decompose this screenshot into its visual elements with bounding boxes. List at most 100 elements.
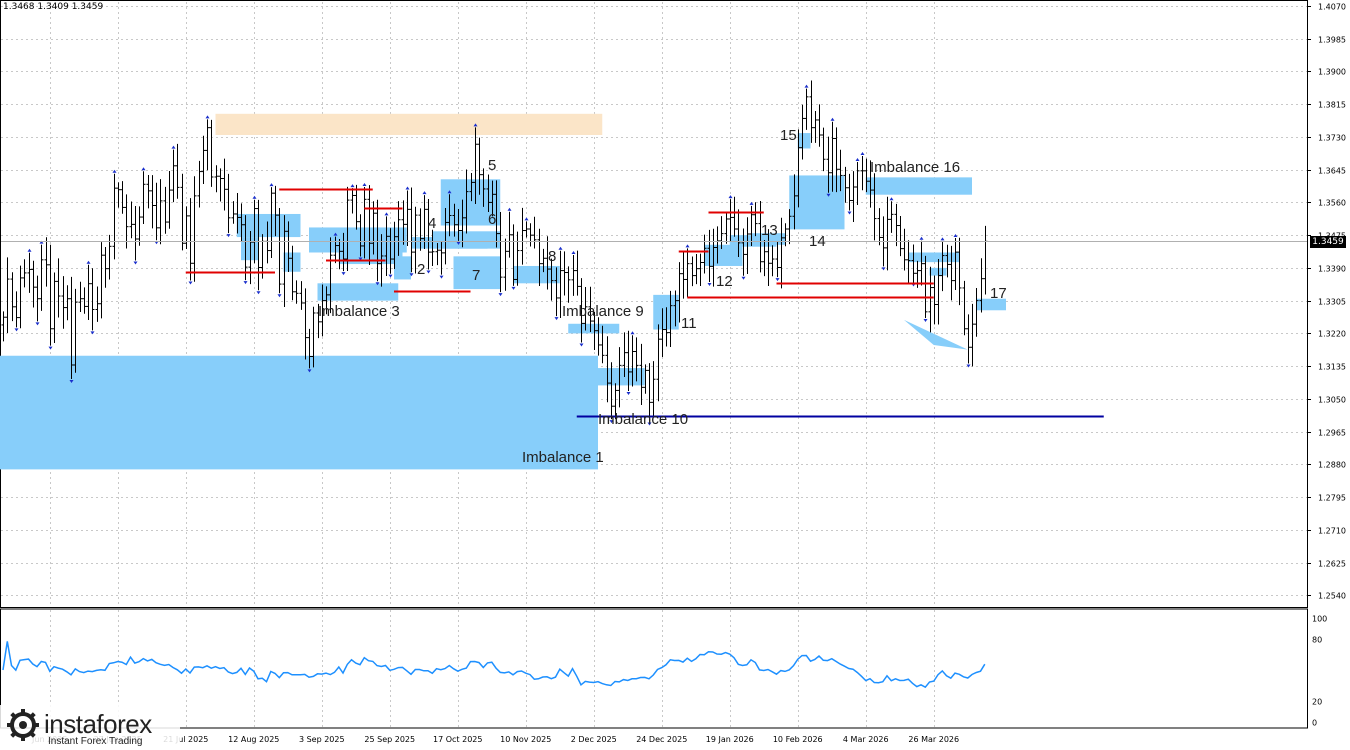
fractal-down-marker: [14, 328, 19, 332]
zone-label: 12: [716, 273, 733, 290]
fractal-up-marker: [333, 232, 338, 236]
y-tick-label: 1.3645: [1318, 167, 1346, 176]
fractal-down-marker: [881, 267, 886, 271]
y-tick-label: 1.3220: [1318, 330, 1346, 339]
fractal-down-marker: [388, 274, 393, 278]
fractal-down-marker: [341, 272, 346, 276]
fractal-up-marker: [860, 151, 865, 155]
fractal-up-marker: [350, 184, 355, 188]
zone-label: Imbalance 10: [598, 411, 688, 428]
imbalance-wedge: [904, 319, 968, 350]
fractal-up-marker: [27, 248, 32, 252]
imbalance-zone: [317, 283, 399, 301]
fractal-up-marker: [269, 183, 274, 187]
fractal-down-marker: [741, 276, 746, 280]
fractal-down-marker: [375, 282, 380, 286]
fractal-down-marker: [256, 291, 261, 295]
fractal-up-marker: [405, 186, 410, 190]
y-tick-label: 1.2540: [1318, 592, 1346, 601]
fractal-down-marker: [243, 281, 248, 285]
y-tick-label: 1.2710: [1318, 527, 1346, 536]
fractal-up-marker: [141, 167, 146, 171]
zone-label: 8: [548, 248, 556, 265]
brand-name: instaforex: [44, 709, 152, 739]
zone-label: 15: [780, 127, 797, 144]
imbalance-zone: [513, 265, 560, 284]
y-tick-label: 1.3135: [1318, 363, 1346, 372]
fractal-up-marker: [558, 246, 563, 250]
fractal-down-marker: [456, 241, 461, 245]
fractal-down-marker: [154, 241, 159, 245]
y-tick-label: 1.3815: [1318, 101, 1346, 110]
fractal-up-marker: [919, 236, 924, 240]
fractal-up-marker: [953, 234, 958, 238]
fractal-down-marker: [226, 234, 231, 238]
zone-label: Imbalance 3: [318, 303, 400, 320]
y-tick-label: 1.3050: [1318, 396, 1346, 405]
zone-label: 4: [428, 215, 436, 232]
fractal-down-marker: [511, 286, 516, 290]
imbalance-zone: [0, 355, 598, 470]
zone-label: 17: [990, 285, 1007, 302]
y-tick-label: 1.3900: [1318, 68, 1346, 77]
supply-zone: [215, 113, 603, 135]
indicator-tick-label: 80: [1312, 636, 1322, 645]
fractal-down-marker: [609, 420, 614, 424]
x-tick-label: 2 Dec 2025: [571, 735, 617, 744]
zone-label: 13: [761, 222, 778, 239]
ohlc-readout: 1.3468 1.3409 1.3459: [3, 2, 104, 12]
price-pane-frame: [0, 0, 1308, 608]
imbalance-zone: [729, 235, 777, 247]
indicator-tick-label: 20: [1312, 698, 1322, 707]
x-tick-label: 17 Oct 2025: [433, 735, 482, 744]
y-tick-label: 1.3305: [1318, 298, 1346, 307]
fractal-up-marker: [362, 183, 367, 187]
imbalance-zone: [865, 177, 972, 195]
fractal-down-marker: [426, 270, 431, 274]
fractal-up-marker: [889, 197, 894, 201]
fractal-up-marker: [830, 117, 835, 121]
fractal-down-marker: [579, 343, 584, 347]
fractal-up-marker: [473, 123, 478, 127]
fractal-down-marker: [707, 283, 712, 287]
fractal-up-marker: [571, 250, 576, 254]
imbalance-zone: [976, 298, 1006, 311]
gear-logo-icon: [7, 709, 39, 741]
fractal-down-marker: [826, 193, 831, 197]
imbalance-zone-fragment: [394, 256, 411, 280]
zone-label: Imbalance 9: [562, 303, 644, 320]
fractal-down-marker: [554, 317, 559, 321]
fractal-down-marker: [498, 293, 503, 297]
indicator-pane-frame: [0, 608, 1308, 729]
imbalance-zone: [432, 231, 501, 249]
fractal-up-marker: [630, 331, 635, 335]
y-tick-label: 1.2795: [1318, 494, 1346, 503]
fractal-up-marker: [855, 158, 860, 162]
fractal-down-marker: [775, 278, 780, 282]
fractal-down-marker: [847, 211, 852, 215]
y-tick-label: 1.4070: [1318, 3, 1346, 12]
zone-label: Imbalance 16: [870, 159, 960, 176]
fractal-down-marker: [69, 380, 74, 384]
fractal-up-marker: [749, 201, 754, 205]
imbalance-zone-fragment: [241, 237, 258, 261]
fractal-up-marker: [940, 237, 945, 241]
fractal-up-marker: [422, 191, 427, 195]
fractal-down-marker: [277, 294, 282, 298]
fractal-up-marker: [524, 217, 529, 221]
fractal-up-marker: [86, 260, 91, 264]
y-tick-label: 1.2965: [1318, 429, 1346, 438]
fractal-down-marker: [188, 281, 193, 285]
brand-tagline: Instant Forex Trading: [48, 736, 143, 747]
fractal-up-marker: [384, 212, 389, 216]
x-tick-label: 10 Nov 2025: [500, 735, 551, 744]
y-tick-label: 1.2880: [1318, 461, 1346, 470]
zone-label: 5: [488, 157, 496, 174]
zone-label: 11: [681, 315, 697, 332]
imbalance-zone: [568, 323, 620, 334]
x-tick-label: 24 Dec 2025: [636, 735, 687, 744]
x-tick-label: 26 Mar 2026: [908, 735, 959, 744]
imbalance-zone-fragment: [908, 252, 960, 263]
y-tick-label: 1.2625: [1318, 560, 1346, 569]
indicator-line: [2, 641, 986, 689]
